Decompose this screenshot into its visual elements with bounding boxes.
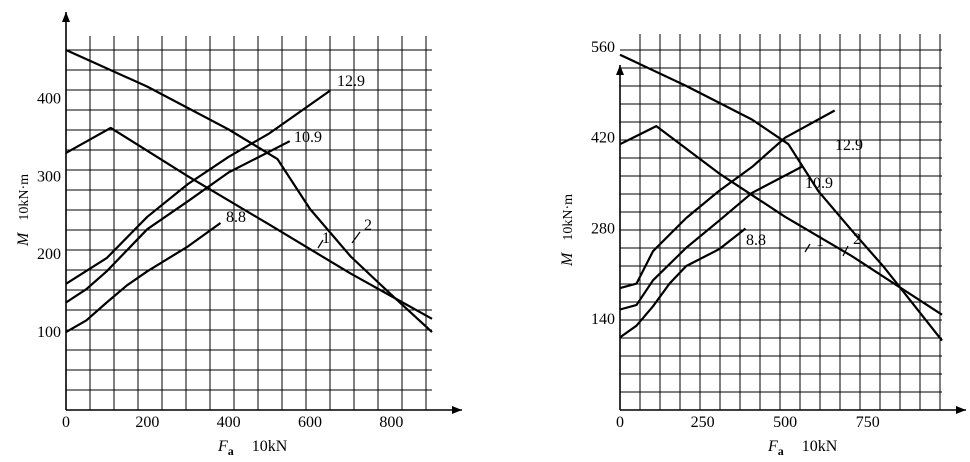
series-line-10-9	[619, 165, 803, 311]
series-line-2	[619, 53, 943, 342]
y-tick-label: 280	[591, 220, 615, 237]
series-label-1: 1	[816, 233, 824, 250]
x-tick-label: 600	[298, 414, 322, 431]
y-axis-arrow	[62, 12, 70, 22]
chart-left: 0 200 400 600 800 100 200 300 400 12.9 10.9 8.8 1 2 Fa…	[15, 12, 462, 458]
series-line-12-9	[65, 89, 331, 285]
x-tick-label: 200	[135, 414, 159, 431]
x-tick-label: 500	[773, 414, 797, 431]
series-line-8-8	[619, 227, 747, 339]
series-line-8-8	[65, 222, 222, 334]
series-label-leader	[804, 243, 811, 253]
y-tick-label: 300	[37, 168, 61, 185]
series-line-12-9	[619, 109, 836, 290]
y-axis-label: M10kN·m	[559, 194, 576, 267]
series-label-8-8: 8.8	[746, 232, 766, 249]
y-tick-label: 560	[591, 39, 615, 56]
x-axis-label: Fa 10kN	[767, 438, 838, 458]
y-axis-label: M10kN·m	[15, 174, 32, 247]
series-label-2: 2	[364, 217, 372, 234]
series-label-10-9: 10.9	[294, 129, 322, 146]
x-tick-label: 250	[691, 414, 715, 431]
grid	[620, 34, 942, 410]
series-label-1: 1	[322, 230, 330, 247]
series-label-8-8: 8.8	[226, 209, 246, 226]
series-line-1	[65, 126, 433, 320]
series-label-12-9: 12.9	[835, 137, 863, 154]
x-tick-label: 400	[217, 414, 241, 431]
y-axis-arrow	[616, 65, 624, 75]
y-tick-label: 140	[591, 311, 615, 328]
x-tick-label: 750	[856, 414, 880, 431]
y-tick-label: 200	[37, 246, 61, 263]
series-label-leader	[317, 239, 324, 249]
series-label-12-9: 12.9	[337, 73, 365, 90]
y-tick-label: 400	[37, 90, 61, 107]
grid	[66, 36, 432, 410]
series-label-leader	[842, 245, 849, 257]
x-tick-label: 0	[616, 414, 624, 431]
series-line-2	[65, 48, 433, 333]
series-label-leader	[351, 231, 361, 244]
x-axis-arrow	[452, 406, 462, 414]
y-tick-label: 420	[591, 130, 615, 147]
x-tick-label: 800	[379, 414, 403, 431]
series-label-2: 2	[853, 231, 861, 248]
x-axis-label: Fa 10kN	[217, 438, 288, 458]
y-tick-label: 100	[37, 324, 61, 341]
series-line-1	[619, 125, 943, 316]
x-tick-label: 0	[62, 414, 70, 431]
series-line-10-9	[65, 140, 291, 304]
x-axis-arrow	[956, 406, 966, 414]
